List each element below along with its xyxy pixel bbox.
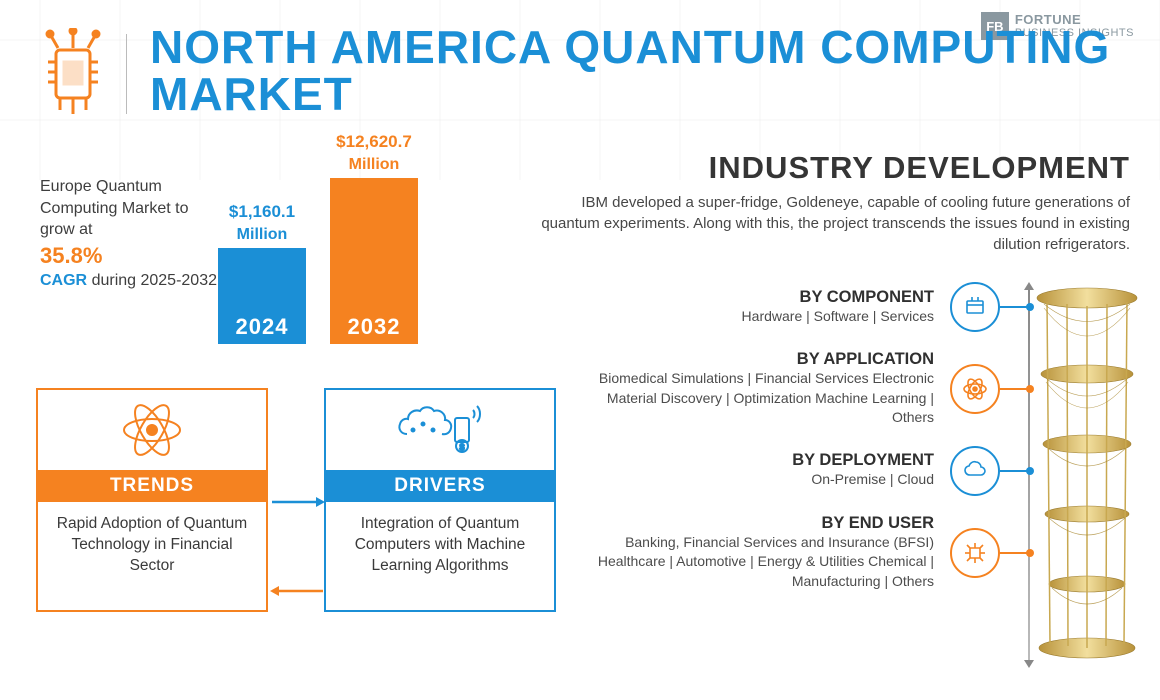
segment-items: Biomedical Simulations | Financial Servi… bbox=[574, 369, 934, 428]
segment-component: BY COMPONENT Hardware | Software | Servi… bbox=[560, 282, 1000, 332]
arrow-trends-to-drivers bbox=[270, 495, 325, 509]
trends-heading: TRENDS bbox=[38, 470, 266, 502]
quantum-chip-icon bbox=[38, 28, 108, 123]
trends-text: Rapid Adoption of Quantum Technology in … bbox=[38, 502, 266, 610]
segment-items: Hardware | Software | Services bbox=[742, 307, 934, 327]
segment-title: BY APPLICATION bbox=[574, 350, 934, 369]
segment-title: BY COMPONENT bbox=[742, 288, 934, 307]
title-divider bbox=[126, 34, 127, 114]
page-title: NORTH AMERICA QUANTUM COMPUTING MARKET bbox=[150, 24, 1160, 118]
atom-icon bbox=[38, 390, 266, 470]
bar-unit-2032: Million bbox=[330, 156, 418, 174]
bar-2032: $12,620.7 Million 2032 bbox=[330, 132, 418, 344]
segment-title: BY END USER bbox=[574, 514, 934, 533]
industry-heading: INDUSTRY DEVELOPMENT bbox=[540, 150, 1130, 186]
deployment-icon bbox=[950, 446, 1000, 496]
segment-application: BY APPLICATION Biomedical Simulations | … bbox=[560, 350, 1000, 428]
cagr-percent: 35.8% bbox=[40, 243, 102, 268]
bar-rect-2024: 2024 bbox=[218, 248, 306, 344]
drivers-card: $ DRIVERS Integration of Quantum Compute… bbox=[324, 388, 556, 612]
bar-2024: $1,160.1 Million 2024 bbox=[218, 202, 306, 344]
arrow-drivers-to-trends bbox=[270, 584, 325, 598]
application-icon bbox=[950, 364, 1000, 414]
bar-value-2024: $1,160.1 bbox=[218, 202, 306, 222]
segments-list: BY COMPONENT Hardware | Software | Servi… bbox=[560, 282, 1000, 610]
bar-value-2032: $12,620.7 bbox=[330, 132, 418, 152]
bar-rect-2032: 2032 bbox=[330, 178, 418, 344]
bar-unit-2024: Million bbox=[218, 226, 306, 244]
cagr-label: CAGR bbox=[40, 272, 87, 289]
segment-items: Banking, Financial Services and Insuranc… bbox=[574, 533, 934, 592]
drivers-text: Integration of Quantum Computers with Ma… bbox=[326, 502, 554, 610]
enduser-icon bbox=[950, 528, 1000, 578]
trends-card: TRENDS Rapid Adoption of Quantum Technol… bbox=[36, 388, 268, 612]
segment-items: On-Premise | Cloud bbox=[792, 470, 934, 490]
segment-axis bbox=[1028, 290, 1030, 660]
market-bar-chart: $1,160.1 Million 2024 $12,620.7 Million … bbox=[218, 150, 508, 350]
component-icon bbox=[950, 282, 1000, 332]
svg-text:$: $ bbox=[460, 443, 465, 452]
industry-text: IBM developed a super-fridge, Goldeneye,… bbox=[540, 192, 1130, 255]
quantum-computer-illustration bbox=[1032, 284, 1142, 674]
cagr-prefix: Europe Quantum Computing Market to grow … bbox=[40, 178, 189, 238]
segment-deployment: BY DEPLOYMENT On-Premise | Cloud bbox=[560, 446, 1000, 496]
segment-title: BY DEPLOYMENT bbox=[792, 451, 934, 470]
segment-enduser: BY END USER Banking, Financial Services … bbox=[560, 514, 1000, 592]
cagr-summary: Europe Quantum Computing Market to grow … bbox=[40, 176, 218, 292]
industry-development: INDUSTRY DEVELOPMENT IBM developed a sup… bbox=[540, 150, 1130, 255]
drivers-heading: DRIVERS bbox=[326, 470, 554, 502]
ml-brain-icon: $ bbox=[326, 390, 554, 470]
cagr-suffix: during 2025-2032 bbox=[92, 272, 217, 289]
